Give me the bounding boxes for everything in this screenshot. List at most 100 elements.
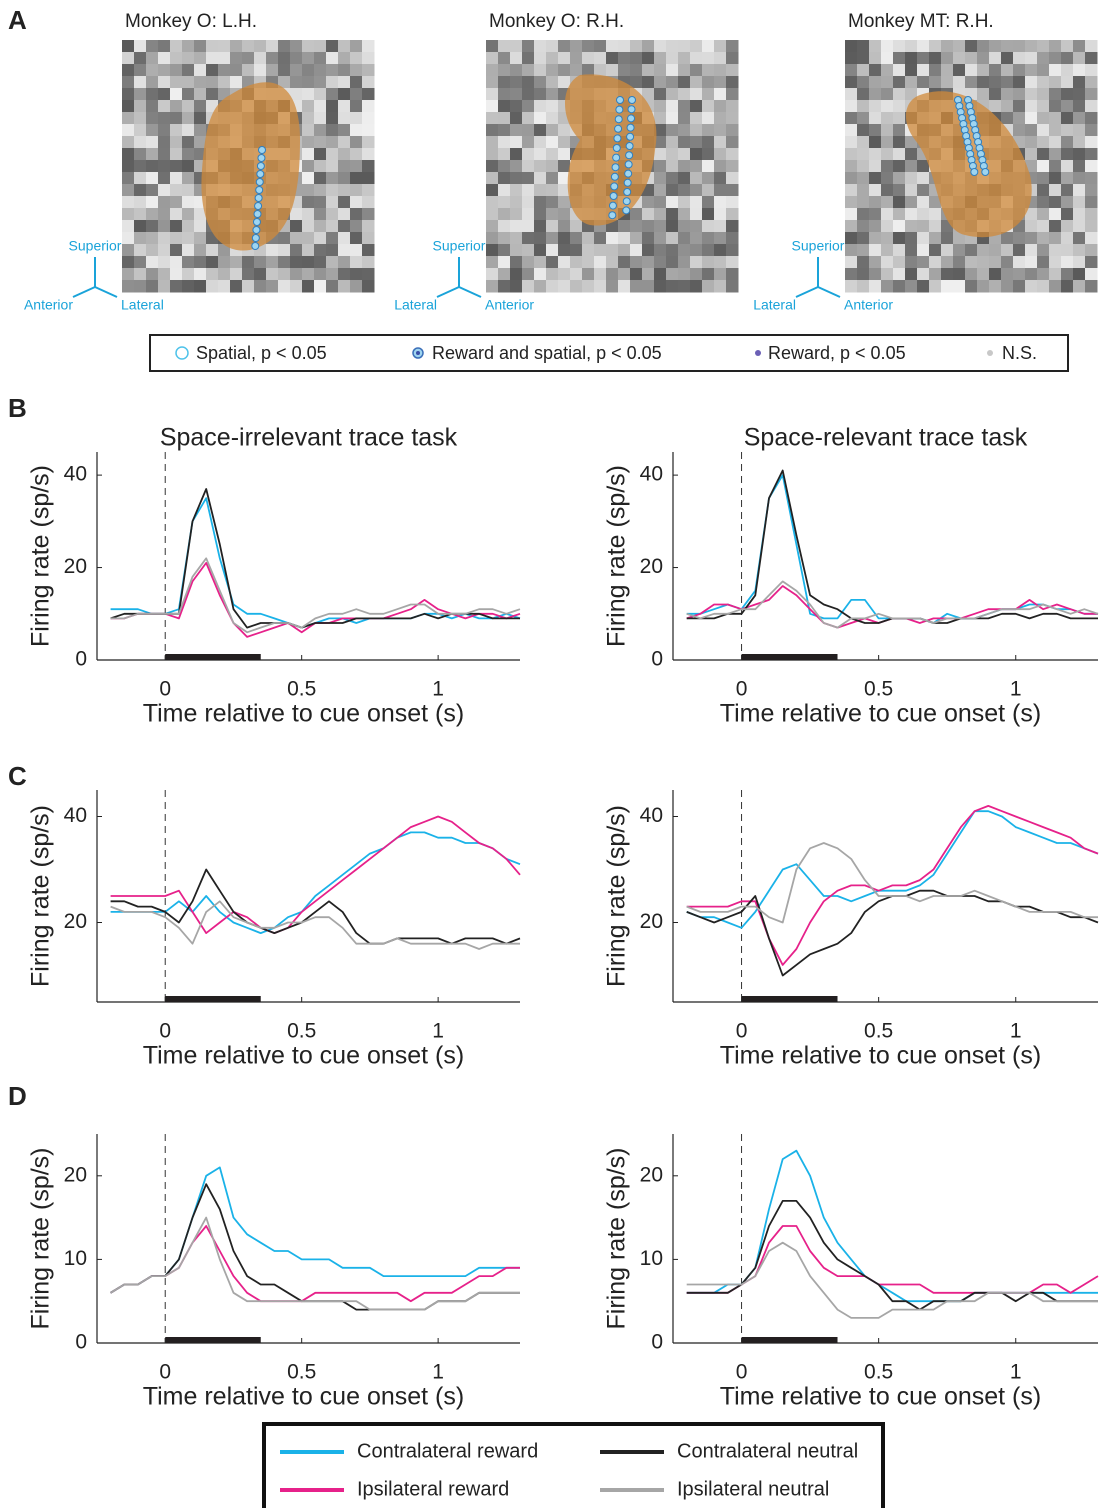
recording-site (609, 202, 616, 209)
mri-pixel (606, 280, 619, 293)
x-tick-label: 0.5 (287, 678, 316, 701)
mri-pixel (570, 220, 583, 233)
recording-site (626, 152, 633, 159)
mri-pixel (338, 256, 351, 269)
mri-pixel (977, 268, 990, 281)
mri-pixel (338, 244, 351, 257)
anatomy-images: Monkey O: L.H.SuperiorAnteriorLateralMon… (24, 11, 1098, 313)
mri-pixel (1037, 172, 1050, 185)
mri-pixel (326, 196, 339, 209)
mri-pixel (534, 88, 547, 101)
mri-pixel (170, 208, 183, 221)
orientation-arrow (73, 287, 95, 297)
mri-pixel (182, 256, 195, 269)
mri-pixel (570, 64, 583, 77)
mri-pixel (350, 208, 363, 221)
mri-pixel (702, 124, 715, 137)
mri-pixel (158, 220, 171, 233)
mri-pixel (1049, 112, 1062, 125)
mri-pixel (1085, 136, 1098, 149)
x-tick-label: 0 (159, 1020, 171, 1043)
mri-pixel (534, 160, 547, 173)
mri-pixel (522, 148, 535, 161)
mri-pixel (206, 88, 219, 101)
mri-pixel (182, 136, 195, 149)
mri-pixel (726, 148, 739, 161)
mri-pixel (146, 88, 159, 101)
mri-pixel (953, 280, 966, 293)
recording-site (254, 211, 261, 218)
mri-pixel (714, 232, 727, 245)
mri-pixel (1025, 76, 1038, 89)
mri-pixel (1049, 76, 1062, 89)
y-axis-label: Firing rate (sp/s) (603, 805, 631, 987)
x-tick-label: 0.5 (287, 1020, 316, 1043)
mri-pixel (350, 148, 363, 161)
mri-pixel (170, 112, 183, 125)
mri-pixel (558, 196, 571, 209)
mri-pixel (845, 136, 858, 149)
y-tick-label: 20 (64, 910, 87, 933)
mri-pixel (498, 76, 511, 89)
mri-pixel (690, 76, 703, 89)
mri-pixel (1085, 64, 1098, 77)
mri-pixel (302, 220, 315, 233)
mri-pixel (714, 208, 727, 221)
mri-pixel (326, 148, 339, 161)
mri-pixel (654, 220, 667, 233)
mri-pixel (1037, 196, 1050, 209)
mri-pixel (182, 64, 195, 77)
mri-pixel (690, 244, 703, 257)
recording-site (628, 115, 635, 122)
recording-site (257, 163, 264, 170)
x-tick-label: 1 (432, 1361, 444, 1384)
mri-pixel (690, 136, 703, 149)
mri-pixel (558, 232, 571, 245)
mri-pixel (977, 76, 990, 89)
x-tick-label: 0 (159, 678, 171, 701)
mri-pixel (678, 172, 691, 185)
mri-pixel (510, 172, 523, 185)
mri-pixel (714, 244, 727, 257)
mri-pixel (362, 184, 375, 197)
mri-pixel (122, 184, 135, 197)
mri-pixel (1049, 280, 1062, 293)
recording-site (623, 207, 630, 214)
mri-pixel (326, 160, 339, 173)
mri-pixel (1049, 244, 1062, 257)
mri-pixel (498, 172, 511, 185)
mri-pixel (146, 76, 159, 89)
mri-pixel (486, 184, 499, 197)
mri-pixel (702, 184, 715, 197)
mri-pixel (893, 268, 906, 281)
mri-pixel (510, 196, 523, 209)
mri-pixel (606, 40, 619, 53)
mri-pixel (546, 112, 559, 125)
series-line (687, 891, 1098, 976)
series-line (111, 489, 520, 628)
mri-pixel (158, 112, 171, 125)
mri-pixel (338, 208, 351, 221)
mri-pixel (534, 232, 547, 245)
mri-pixel (654, 160, 667, 173)
mri-pixel (917, 220, 930, 233)
mri-pixel (182, 88, 195, 101)
mri-pixel (905, 244, 918, 257)
mri-pixel (146, 136, 159, 149)
mri-pixel (1025, 124, 1038, 137)
mri-pixel (678, 232, 691, 245)
mri-pixel (941, 52, 954, 65)
mri-pixel (242, 40, 255, 53)
mri-pixel (1037, 208, 1050, 221)
mri-pixel (726, 124, 739, 137)
mri-pixel (642, 196, 655, 209)
mri-pixel (206, 64, 219, 77)
mri-pixel (977, 64, 990, 77)
mri-pixel (678, 268, 691, 281)
mri-pixel (726, 196, 739, 209)
mri-pixel (1049, 160, 1062, 173)
series-line (687, 806, 1098, 965)
mri-pixel (158, 160, 171, 173)
x-tick-label: 0.5 (864, 1020, 893, 1043)
mri-pixel (158, 268, 171, 281)
